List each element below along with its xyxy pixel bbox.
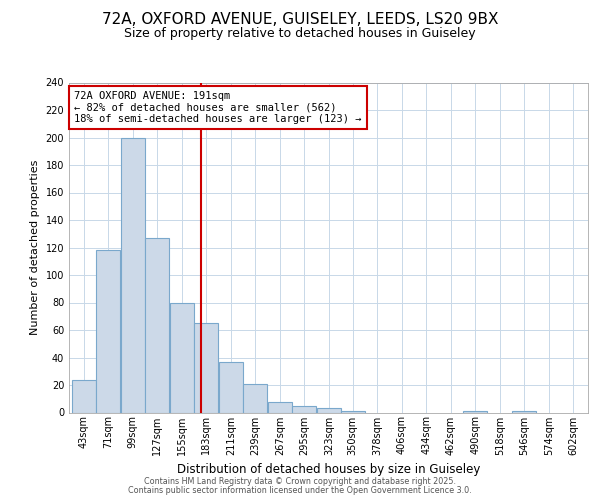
Text: Contains HM Land Registry data © Crown copyright and database right 2025.: Contains HM Land Registry data © Crown c… [144, 477, 456, 486]
Y-axis label: Number of detached properties: Number of detached properties [30, 160, 40, 335]
Text: Size of property relative to detached houses in Guiseley: Size of property relative to detached ho… [124, 28, 476, 40]
Text: 72A OXFORD AVENUE: 191sqm
← 82% of detached houses are smaller (562)
18% of semi: 72A OXFORD AVENUE: 191sqm ← 82% of detac… [74, 91, 362, 124]
Bar [244, 384, 268, 412]
Bar [292, 406, 316, 412]
Bar [512, 411, 536, 412]
Bar [463, 411, 487, 412]
Bar [170, 302, 194, 412]
Bar [121, 138, 145, 412]
Bar [145, 238, 169, 412]
Bar [317, 408, 341, 412]
Text: 72A, OXFORD AVENUE, GUISELEY, LEEDS, LS20 9BX: 72A, OXFORD AVENUE, GUISELEY, LEEDS, LS2… [102, 12, 498, 28]
X-axis label: Distribution of detached houses by size in Guiseley: Distribution of detached houses by size … [177, 463, 480, 476]
Text: Contains public sector information licensed under the Open Government Licence 3.: Contains public sector information licen… [128, 486, 472, 495]
Bar [268, 402, 292, 412]
Bar [71, 380, 96, 412]
Bar [194, 323, 218, 412]
Bar [96, 250, 120, 412]
Bar [341, 411, 365, 412]
Bar [219, 362, 243, 412]
